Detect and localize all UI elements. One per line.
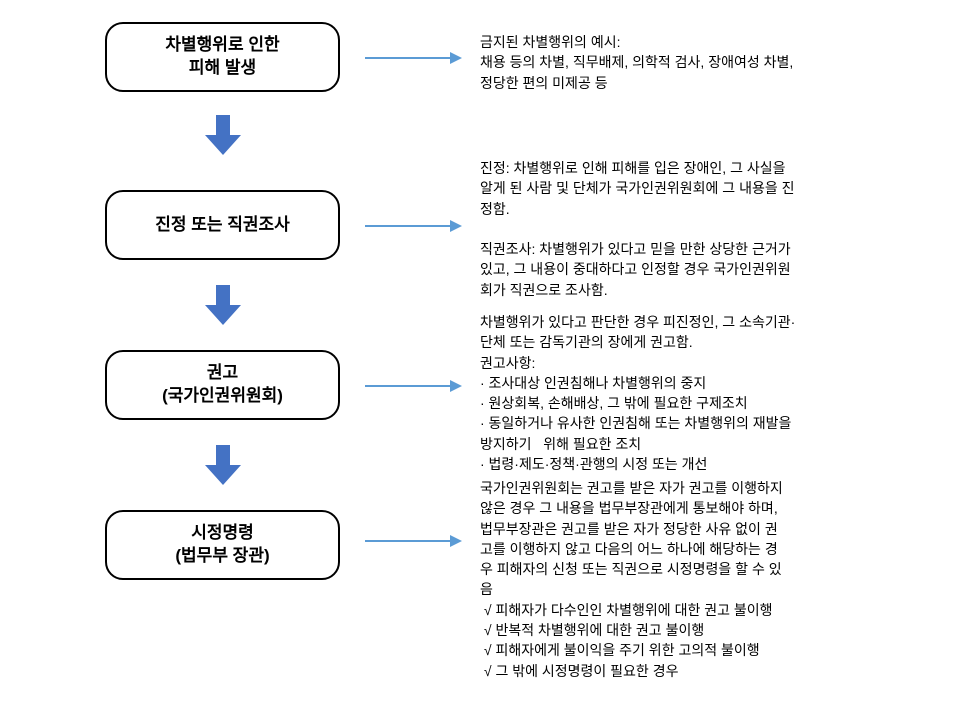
right-arrow-icon: [365, 57, 460, 59]
box-recommend: 권고(국가인권위원회): [105, 350, 340, 420]
box-label: 차별행위로 인한피해 발생: [165, 34, 279, 80]
box-damage: 차별행위로 인한피해 발생: [105, 22, 340, 92]
right-arrow-icon: [365, 385, 460, 387]
right-arrow-icon: [365, 540, 460, 542]
box-label: 진정 또는 직권조사: [155, 214, 290, 237]
desc-recommend: 차별행위가 있다고 판단한 경우 피진정인, 그 소속기관·단체 또는 감독기관…: [480, 312, 940, 474]
right-arrow-icon: [365, 225, 460, 227]
desc-complaint: 진정: 차별행위로 인해 피해를 입은 장애인, 그 사실을알게 된 사람 및 …: [480, 158, 940, 300]
desc-correction: 국가인권위원회는 권고를 받은 자가 권고를 이행하지않은 경우 그 내용을 법…: [480, 478, 940, 681]
box-complaint: 진정 또는 직권조사: [105, 190, 340, 260]
box-label: 권고(국가인권위원회): [162, 362, 283, 408]
desc-damage: 금지된 차별행위의 예시:채용 등의 차별, 직무배제, 의학적 검사, 장애여…: [480, 32, 940, 93]
box-label: 시정명령(법무부 장관): [175, 522, 269, 568]
down-arrow-icon: [205, 445, 241, 485]
down-arrow-icon: [205, 115, 241, 155]
down-arrow-icon: [205, 285, 241, 325]
box-correction: 시정명령(법무부 장관): [105, 510, 340, 580]
